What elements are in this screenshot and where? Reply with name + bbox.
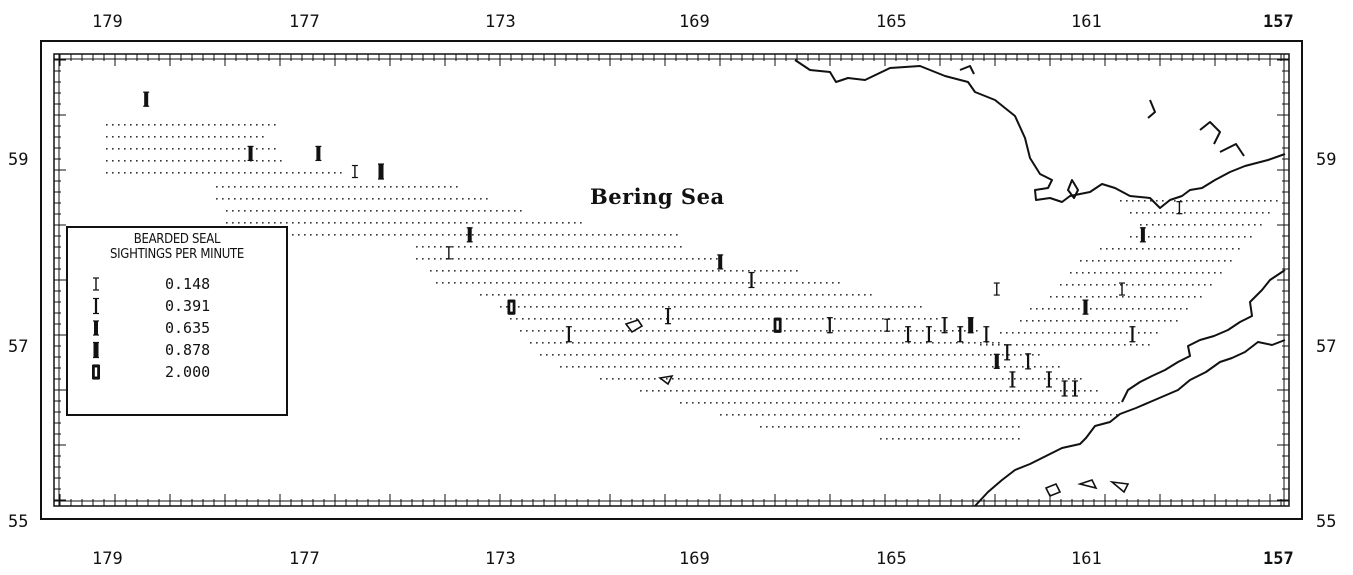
lat-label: 55 [1316,512,1337,532]
legend-value: 0.148 [165,275,211,293]
sighting-bar [967,317,974,334]
sighting-bar [826,317,833,334]
sighting-bar [993,353,1000,369]
legend-entry: 2.000 [68,360,286,382]
sighting-bar [445,246,452,260]
sighting-bar [507,299,516,315]
sighting-bar [748,271,755,289]
sighting-bar [1045,371,1052,388]
lon-label: 165 [876,12,907,32]
sighting-bar [717,254,724,270]
legend-value: 2.000 [165,363,211,381]
legend-box: BEARDED SEAL SIGHTINGS PER MINUTE 0.148 … [66,226,288,416]
sighting-bar [92,364,100,380]
sighting-bar [93,297,99,315]
sighting-bar [93,320,99,336]
lat-label: 57 [8,337,29,357]
legend-entry: 0.391 [68,294,286,316]
lat-label: 59 [8,150,29,170]
sighting-bar [993,282,1000,296]
legend-value: 0.391 [165,297,211,315]
legend-title-line2: SIGHTINGS PER MINUTE [110,247,244,262]
sighting-bar [378,163,385,180]
sighting-bar [665,308,672,325]
islands [624,319,1130,498]
sighting-bar [1061,380,1068,397]
sighting-bar [983,326,990,343]
lon-label: 179 [92,12,123,32]
sighting-bar [1176,201,1183,215]
sighting-bar [466,227,473,243]
survey-tracks [106,124,1278,440]
sighting-bar [143,91,150,107]
lon-label: 177 [289,12,320,32]
sighting-bar [351,164,358,179]
lat-label: 57 [1316,337,1337,357]
map-canvas [40,40,1303,520]
seal-marker-icon [92,364,100,380]
sighting-bar [1129,326,1136,343]
lat-label: 55 [8,512,29,532]
legend-value: 0.635 [165,319,211,337]
sighting-bar [1139,227,1146,243]
lon-label: 173 [485,12,516,32]
lon-label: 169 [679,549,710,569]
sighting-bar [247,145,254,162]
lon-label: 161 [1071,12,1102,32]
lon-label: 157 [1263,12,1294,32]
sighting-bar [1119,282,1126,296]
alaska-coastline [794,59,1286,507]
sighting-bar [315,145,322,162]
sighting-bar [93,341,99,359]
lon-label: 179 [92,549,123,569]
lon-label: 161 [1071,549,1102,569]
lon-label: 177 [289,549,320,569]
legend-entry: 0.148 [68,272,286,294]
sighting-bar [957,326,964,343]
sighting-bar [905,326,912,343]
sighting-bar [773,317,782,333]
graticule-ticks [54,54,1289,506]
legend-value: 0.878 [165,341,211,359]
sighting-bar [1004,344,1011,361]
legend-entry: 0.635 [68,316,286,338]
seal-marker-icon [93,297,99,315]
sighting-bar [93,277,99,291]
sighting-markers [143,91,1183,397]
lon-label: 173 [485,549,516,569]
seal-marker-icon [93,341,99,359]
sighting-bar [925,326,932,343]
lon-label: 157 [1263,549,1294,569]
seal-marker-icon [93,320,99,336]
sighting-bar [941,317,948,334]
seal-marker-icon [93,277,99,291]
sighting-bar [884,318,891,332]
sighting-bar [1025,353,1032,370]
lat-label: 59 [1316,150,1337,170]
legend-title-line1: BEARDED SEAL [133,232,221,247]
sighting-bar [565,326,572,343]
sighting-bar [1009,371,1016,388]
lon-label: 169 [679,12,710,32]
sighting-bar [1082,299,1089,315]
map-title: Bering Sea [590,184,725,209]
sighting-bar [1072,380,1079,397]
legend-entry: 0.878 [68,338,286,360]
lon-label: 165 [876,549,907,569]
